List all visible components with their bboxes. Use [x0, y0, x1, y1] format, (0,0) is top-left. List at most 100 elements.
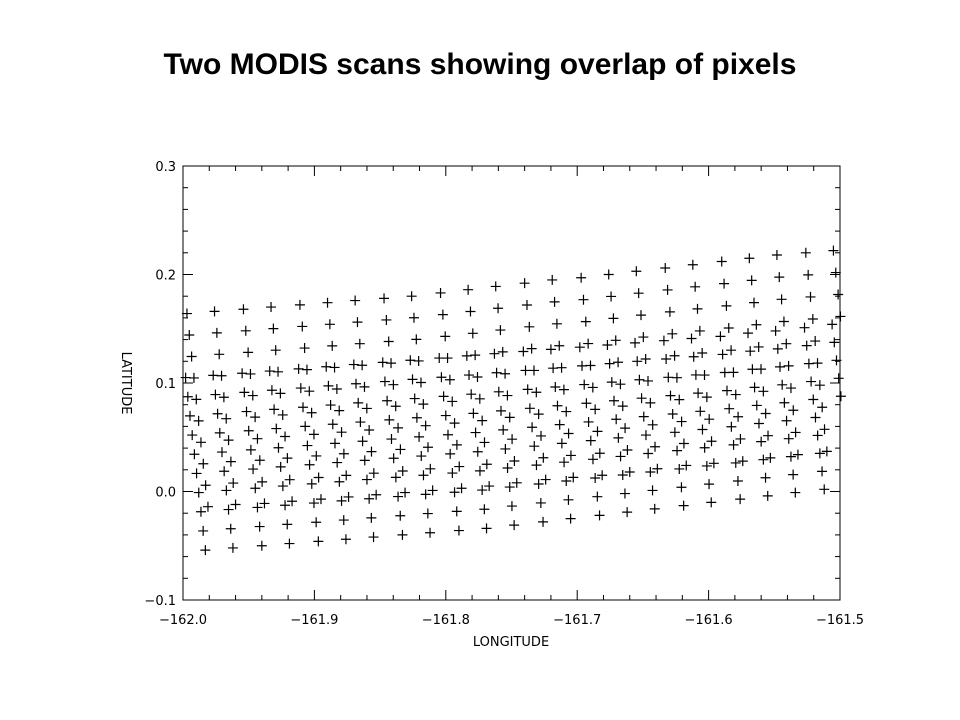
data-point-plus — [364, 425, 375, 436]
x-axis-label: LONGITUDE — [473, 635, 549, 650]
data-point-plus — [638, 411, 649, 422]
data-point-plus — [634, 374, 645, 385]
data-point-plus — [390, 401, 401, 412]
data-point-plus — [524, 321, 535, 332]
data-point-plus — [341, 470, 352, 481]
data-point-plus — [770, 325, 781, 336]
data-point-plus — [223, 504, 234, 515]
data-point-plus — [747, 364, 758, 375]
data-point-plus — [831, 355, 842, 366]
data-point-plus — [531, 460, 542, 471]
data-point-plus — [660, 262, 671, 273]
data-point-plus — [361, 474, 372, 485]
data-point-plus — [758, 386, 769, 397]
data-point-plus — [504, 412, 515, 423]
data-point-plus — [699, 370, 710, 381]
data-point-plus — [535, 497, 546, 508]
data-point-plus — [449, 418, 460, 429]
data-point-plus — [578, 294, 589, 305]
data-point-plus — [643, 375, 654, 386]
data-point-plus — [636, 310, 647, 321]
data-point-plus — [774, 272, 785, 283]
data-point-plus — [611, 414, 622, 425]
data-point-plus — [275, 388, 286, 399]
data-point-plus — [565, 513, 576, 524]
data-point-plus — [479, 437, 490, 448]
data-point-plus — [331, 384, 342, 395]
data-point-plus — [311, 450, 322, 461]
data-point-plus — [613, 357, 624, 368]
data-point-plus — [184, 330, 195, 341]
data-point-plus — [735, 433, 746, 444]
data-point-plus — [527, 422, 538, 433]
data-point-plus — [658, 335, 669, 346]
y-axis: −0.1 0.0 0.1 0.2 0.3 — [144, 160, 840, 609]
data-point-plus — [257, 476, 268, 487]
data-point-plus — [195, 506, 206, 517]
data-point-plus — [379, 376, 390, 387]
data-point-plus — [306, 478, 317, 489]
data-point-plus — [817, 466, 828, 477]
data-point-plus — [615, 379, 626, 390]
data-point-plus — [777, 379, 788, 390]
data-point-plus — [556, 438, 567, 449]
data-point-plus — [554, 340, 565, 351]
data-point-plus — [325, 400, 336, 411]
data-point-plus — [411, 412, 422, 423]
data-point-plus — [760, 472, 771, 483]
data-point-plus — [221, 413, 232, 424]
data-point-plus — [810, 336, 821, 347]
data-point-plus — [208, 370, 219, 381]
data-point-plus — [694, 325, 705, 336]
data-point-plus — [381, 314, 392, 325]
data-point-plus — [397, 466, 408, 477]
data-point-plus — [814, 380, 825, 391]
data-point-plus — [701, 392, 712, 403]
data-point-plus — [745, 346, 756, 357]
data-point-plus — [592, 491, 603, 502]
data-point-plus — [538, 452, 549, 463]
data-point-plus — [772, 343, 783, 354]
x-tick-label: −161.7 — [553, 613, 601, 628]
data-point-plus — [721, 300, 732, 311]
y-tick-label: −0.1 — [144, 594, 176, 609]
data-point-plus — [774, 361, 785, 372]
data-point-plus — [498, 424, 509, 435]
data-point-plus — [353, 397, 364, 408]
data-point-plus — [678, 438, 689, 449]
data-point-plus — [506, 501, 517, 512]
data-point-plus — [405, 355, 416, 366]
data-point-plus — [237, 368, 248, 379]
data-point-plus — [643, 448, 654, 459]
data-point-plus — [500, 443, 511, 454]
data-point-plus — [334, 476, 345, 487]
data-point-plus — [415, 377, 426, 388]
data-point-plus — [425, 463, 436, 474]
data-point-plus — [785, 383, 796, 394]
data-point-plus — [395, 444, 406, 455]
data-point-plus — [313, 536, 324, 547]
data-point-plus — [803, 358, 814, 369]
data-point-plus — [227, 542, 238, 553]
data-point-plus — [264, 366, 275, 377]
data-point-plus — [352, 317, 363, 328]
data-point-plus — [724, 403, 735, 414]
data-point-plus — [756, 364, 767, 375]
data-point-plus — [522, 384, 533, 395]
data-point-plus — [321, 361, 332, 372]
data-point-plus — [467, 328, 478, 339]
data-point-plus — [547, 274, 558, 285]
data-point-plus — [632, 356, 643, 367]
data-point-plus — [749, 297, 760, 308]
data-point-plus — [762, 490, 773, 501]
data-point-plus — [395, 510, 406, 521]
data-point-plus — [556, 362, 567, 373]
data-point-plus — [383, 336, 394, 347]
data-point-plus — [393, 491, 404, 502]
data-point-plus — [351, 378, 362, 389]
data-point-plus — [730, 389, 741, 400]
data-point-plus — [686, 333, 697, 344]
data-point-plus — [667, 408, 678, 419]
data-point-plus — [420, 489, 431, 500]
data-point-plus — [327, 340, 338, 351]
